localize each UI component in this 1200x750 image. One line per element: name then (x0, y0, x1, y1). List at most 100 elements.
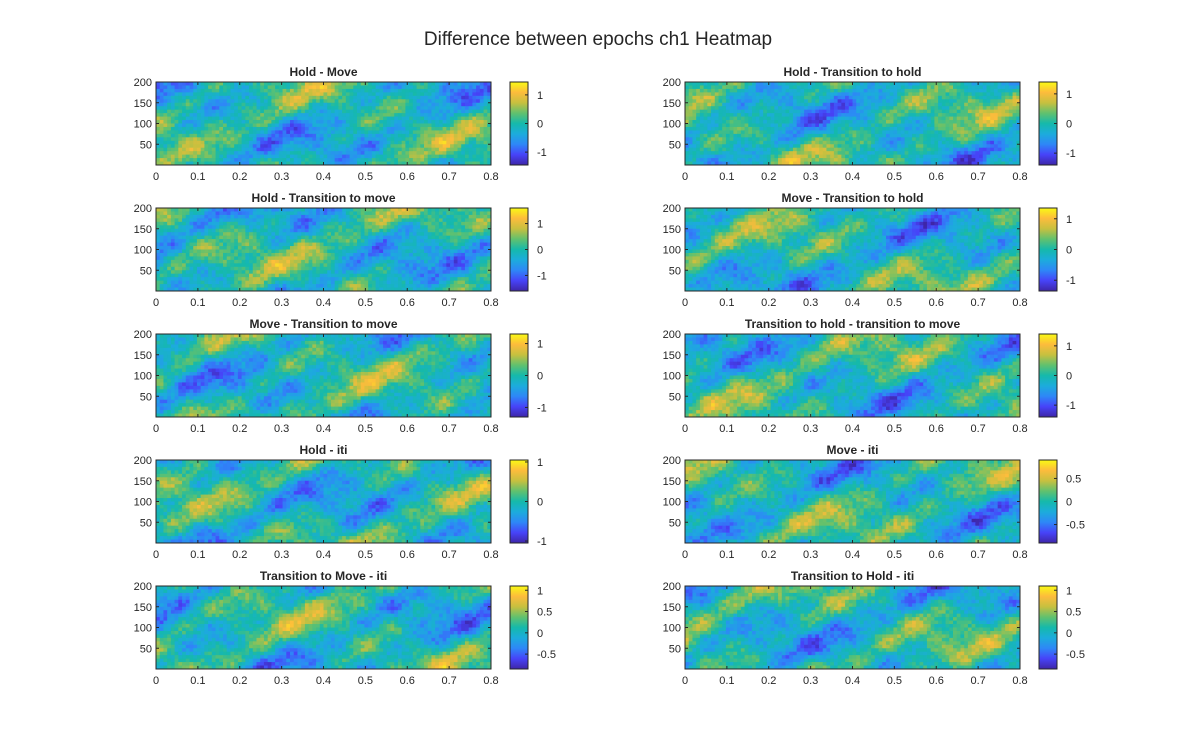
heatmap-cell (163, 161, 168, 165)
heatmap-cell (703, 113, 708, 118)
heatmap-cell (845, 85, 850, 90)
heatmap-cell (185, 133, 190, 138)
heatmap-cell (290, 130, 295, 135)
heatmap-cell (819, 123, 824, 128)
heatmap-cell (438, 211, 444, 216)
heatmap-cell (904, 147, 909, 152)
heatmap-cell (412, 147, 418, 152)
heatmap-cell (364, 218, 369, 223)
heatmap-cell (249, 218, 254, 223)
heatmap-cell (286, 218, 291, 223)
heatmap-cell (472, 225, 477, 230)
heatmap-cell (997, 109, 1002, 114)
heatmap-cell (696, 88, 701, 93)
heatmap-cell (196, 123, 202, 128)
heatmap-cell (468, 109, 473, 114)
heatmap-cell (263, 211, 269, 216)
heatmap-cell (156, 154, 161, 159)
heatmap-cell (982, 102, 987, 107)
heatmap-cell (900, 109, 906, 114)
heatmap-cell (308, 102, 313, 107)
heatmap-cell (685, 158, 690, 163)
heatmap-cell (800, 158, 805, 163)
heatmap-cell (330, 137, 336, 142)
heatmap-cell (919, 158, 924, 163)
heatmap-cell (886, 158, 891, 163)
heatmap-cell (178, 133, 183, 138)
heatmap-cell (342, 99, 347, 104)
heatmap-cell (308, 221, 313, 226)
heatmap-cell (725, 147, 731, 152)
heatmap-cell (487, 120, 491, 124)
heatmap-cell (807, 88, 813, 93)
heatmap-cell (397, 95, 403, 100)
heatmap-cell (316, 144, 321, 149)
heatmap-cell (159, 92, 164, 97)
heatmap-cell (364, 92, 369, 97)
heatmap-cell (435, 151, 440, 156)
heatmap-cell (696, 126, 701, 131)
heatmap-cell (912, 109, 917, 114)
heatmap-cell (397, 85, 403, 90)
heatmap-cell (267, 144, 272, 149)
heatmap-cell (789, 113, 794, 118)
heatmap-cell (725, 88, 731, 93)
heatmap-cell (215, 208, 220, 212)
heatmap-cell (446, 88, 451, 93)
heatmap-cell (304, 137, 310, 142)
heatmap-cell (457, 225, 462, 230)
heatmap-cell (934, 147, 939, 152)
heatmap-cell (297, 221, 302, 226)
heatmap-cell (368, 218, 373, 223)
heatmap-cell (711, 161, 716, 165)
heatmap-cell (364, 161, 369, 165)
heatmap-cell (912, 154, 917, 159)
heatmap-cell (178, 161, 183, 165)
heatmap-cell (304, 85, 310, 90)
y-tick-label: 50 (669, 139, 681, 151)
heatmap-cell (345, 140, 351, 145)
heatmap-cell (476, 116, 481, 121)
heatmap-cell (930, 126, 935, 131)
heatmap-cell (275, 208, 280, 212)
heatmap-cell (427, 140, 432, 145)
heatmap-cell (204, 221, 209, 226)
heatmap-cell (260, 208, 265, 212)
heatmap-cell (1016, 99, 1020, 104)
heatmap-cell (420, 214, 425, 219)
heatmap-cell (863, 137, 868, 142)
heatmap-cell (342, 123, 347, 128)
heatmap-cell (737, 161, 742, 165)
heatmap-cell (215, 228, 220, 233)
heatmap-cell (435, 140, 440, 145)
heatmap-cell (211, 144, 217, 149)
heatmap-cell (789, 82, 794, 86)
heatmap-cell (438, 99, 444, 104)
heatmap-cell (174, 214, 179, 219)
heatmap-cell (316, 151, 321, 156)
heatmap-cell (841, 158, 846, 163)
heatmap-cell (427, 214, 432, 219)
heatmap-cell (237, 109, 243, 114)
heatmap-cell (327, 133, 332, 138)
heatmap-cell (748, 113, 753, 118)
heatmap-cell (755, 85, 760, 90)
heatmap-cell (353, 88, 358, 93)
heatmap-cell (316, 82, 321, 86)
heatmap-cell (401, 151, 406, 156)
heatmap-cell (290, 221, 295, 226)
heatmap-cell (383, 126, 388, 131)
heatmap-cell (178, 99, 183, 104)
heatmap-cell (323, 211, 328, 216)
heatmap-cell (837, 113, 842, 118)
heatmap-cell (204, 116, 209, 121)
heatmap-cell (1012, 92, 1017, 97)
heatmap-cell (342, 137, 347, 142)
heatmap-cell (196, 218, 202, 223)
heatmap-cell (752, 130, 757, 135)
heatmap-cell (304, 92, 310, 97)
heatmap-cell (416, 208, 421, 212)
heatmap-cell (215, 218, 220, 223)
heatmap-cell (200, 211, 205, 216)
heatmap-cell (685, 130, 690, 135)
